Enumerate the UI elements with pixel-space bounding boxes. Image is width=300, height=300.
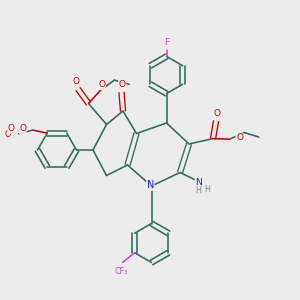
Text: O: O [4,130,11,140]
Text: N: N [195,178,202,187]
Text: O: O [72,77,79,86]
Text: H: H [196,186,202,195]
Text: O: O [213,109,220,118]
Text: O: O [98,80,105,89]
Text: O: O [118,80,126,89]
Text: H: H [204,185,210,194]
Text: F: F [164,38,169,47]
Text: O: O [19,124,26,134]
Text: N: N [147,180,154,190]
Text: CF₃: CF₃ [115,267,128,276]
Text: O: O [8,124,15,134]
Text: O: O [236,134,243,142]
